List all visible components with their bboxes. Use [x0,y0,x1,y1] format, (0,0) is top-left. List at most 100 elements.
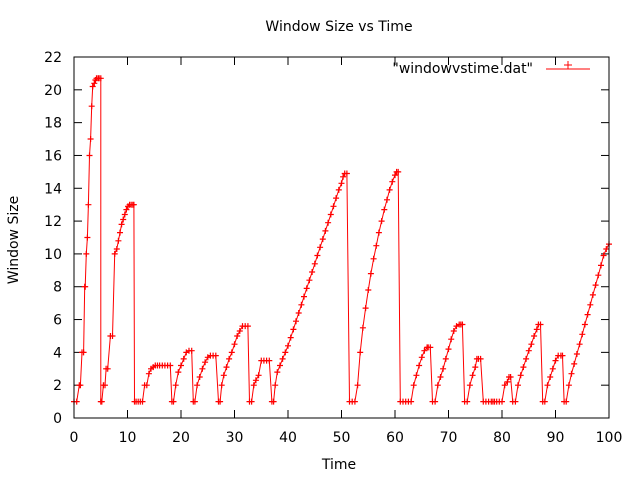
x-tick-label: 10 [119,430,137,446]
data-point [367,270,374,277]
data-point [285,342,291,349]
legend: "windowvstime.dat" [392,61,590,77]
data-point [533,326,540,333]
data-point [306,277,313,284]
data-point [143,382,150,389]
x-tick-label: 30 [226,430,244,446]
data-point [333,195,340,202]
data-point [544,382,551,389]
y-tick-label: 22 [44,50,62,66]
data-point [303,285,310,292]
data-point [109,333,116,339]
data-point [236,328,243,334]
data-point [322,227,329,234]
data-point [335,186,342,193]
data-point [537,321,544,328]
data-point [266,357,273,364]
data-point [418,354,425,361]
data-point [392,172,398,179]
data-point [410,382,417,389]
data-point [600,252,607,259]
data-point [73,398,80,405]
data-point [520,364,527,371]
data-point [595,272,602,279]
data-point [517,372,524,379]
data-point [97,75,104,82]
data-point [194,382,201,389]
data-point [293,318,299,325]
y-tick-label: 10 [44,247,62,263]
data-point [565,382,572,389]
data-point [571,360,578,367]
data-point [584,311,591,318]
y-axis-label: Window Size [6,196,22,284]
data-point [80,349,87,356]
data-point [477,355,484,362]
data-point [77,382,84,389]
data-point [145,370,152,377]
data-point [319,236,326,243]
data-point [91,80,98,87]
data-point [563,398,570,405]
y-tick-label: 12 [44,214,62,230]
data-point [309,269,316,275]
data-point [317,244,324,251]
data-point [314,252,321,259]
data-point [330,203,337,210]
data-point [255,372,262,379]
data-point [123,206,130,213]
data-point [223,364,230,371]
data-point [434,382,441,389]
data-point [581,321,588,328]
y-tick-label: 18 [44,116,62,132]
y-tick-label: 4 [53,345,62,361]
data-point [507,374,514,380]
data-point [88,103,95,110]
data-point [83,250,90,257]
data-point [568,370,575,377]
data-point [395,168,402,175]
data-point [362,305,369,312]
data-point [272,382,279,389]
data-point [432,398,439,405]
data-point [172,382,179,389]
data-point [287,334,294,341]
data-point [87,136,94,142]
data-point [421,347,428,354]
data-point [357,349,364,356]
x-tick-label: 60 [386,430,404,446]
data-point [589,291,596,298]
series-layer [71,75,612,405]
data-point [499,398,505,405]
data-point [384,196,390,203]
data-point [504,378,511,385]
data-point [559,352,566,359]
data-point [188,347,195,354]
x-axis-label: Time [321,457,356,473]
data-point [547,374,554,380]
data-point [442,355,449,362]
data-point [351,398,358,405]
data-point [598,262,604,269]
data-point [541,398,548,405]
y-tick-label: 16 [44,148,62,164]
data-point [279,355,286,362]
data-point [573,351,580,357]
data-point [82,283,89,290]
data-point [501,382,508,389]
data-point [218,382,225,389]
data-point [202,359,209,366]
data-point [552,357,559,364]
data-point [603,246,610,252]
data-point [427,344,434,351]
data-point [354,382,361,389]
data-point [370,255,377,262]
data-point [472,364,479,371]
data-point [298,301,305,308]
x-tick-label: 20 [172,430,190,446]
data-point [325,219,332,226]
y-tick-label: 8 [53,280,62,296]
data-point [525,347,532,354]
data-point [549,365,556,372]
data-point [117,229,123,236]
